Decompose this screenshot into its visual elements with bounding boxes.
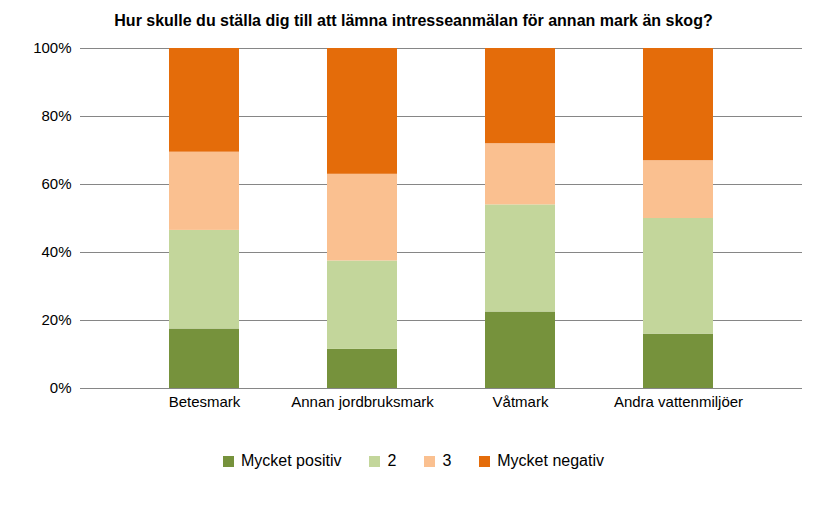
svg-text:80%: 80% [41, 107, 71, 124]
html-text:2: 2 [387, 452, 397, 469]
svg-text:Annan jordbruksmark: Annan jordbruksmark [291, 393, 434, 410]
svg-text:20%: 20% [41, 311, 71, 328]
svg-text:Andra vattenmiljöer: Andra vattenmiljöer [614, 393, 743, 410]
html-text:Mycket positiv: Mycket positiv [241, 452, 342, 469]
svg-text:60%: 60% [41, 175, 71, 192]
svg-text:0%: 0% [50, 379, 72, 396]
svg-text:Betesmark: Betesmark [169, 393, 241, 410]
html-text:3: 3 [442, 452, 452, 469]
svg-text:40%: 40% [41, 243, 71, 260]
svg-text:100%: 100% [33, 39, 71, 56]
html-text:Mycket negativ: Mycket negativ [497, 452, 604, 469]
svg-text:Våtmark: Våtmark [493, 393, 549, 410]
html-text:Hur skulle du ställa dig till: Hur skulle du ställa dig till att lämna … [114, 12, 713, 29]
